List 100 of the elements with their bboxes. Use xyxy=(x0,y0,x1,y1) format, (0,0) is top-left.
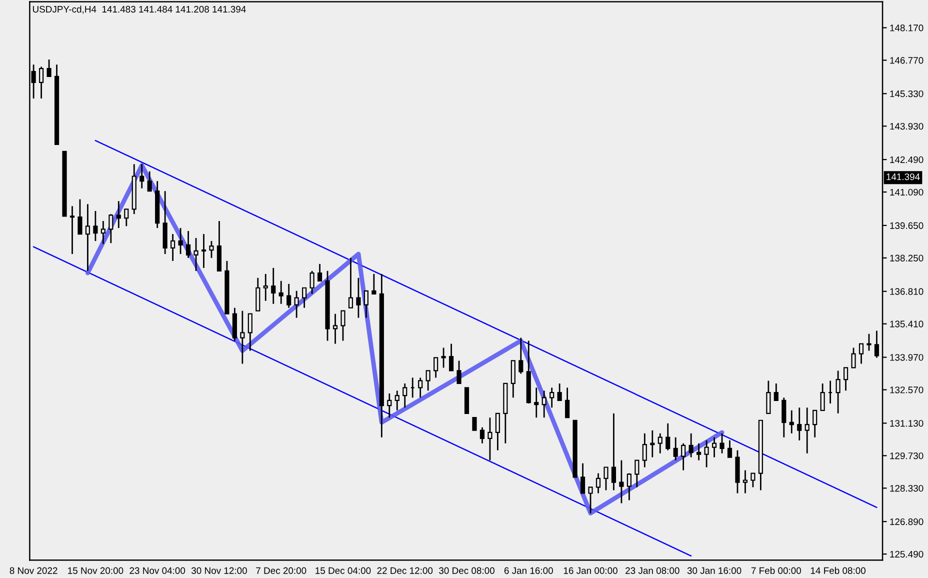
text: 141.394 xyxy=(886,173,920,180)
candlestick xyxy=(418,376,423,398)
candlestick xyxy=(286,283,292,309)
candlestick xyxy=(394,390,400,412)
candlestick xyxy=(271,267,276,305)
y-tick-label: 142.490 xyxy=(890,156,924,164)
candlestick xyxy=(170,233,176,262)
candlestick xyxy=(742,470,748,494)
candlestick xyxy=(550,386,554,408)
candlestick xyxy=(472,417,477,431)
candlestick xyxy=(78,198,82,235)
y-tick-label: 131.130 xyxy=(890,420,924,427)
candlestick xyxy=(634,460,640,488)
y-tick-label: 136.810 xyxy=(890,288,924,295)
candlestick xyxy=(93,210,98,242)
candlestick xyxy=(750,472,756,488)
y-tick-label: 129.730 xyxy=(890,452,924,460)
candlestick xyxy=(178,227,183,255)
y-tick-label: 135.410 xyxy=(890,320,924,328)
candlestick xyxy=(843,367,848,392)
candlestick xyxy=(782,396,786,438)
y-tick-label: 126.890 xyxy=(890,518,924,526)
x-tick-label: 22 Dec 12:00 xyxy=(377,567,433,574)
candlestick xyxy=(317,263,322,282)
candlestick xyxy=(495,412,500,452)
x-tick-label: 15 Nov 20:00 xyxy=(68,567,124,574)
candlestick xyxy=(866,333,872,352)
candlestick xyxy=(774,382,778,402)
candlestick xyxy=(720,432,724,454)
candlestick xyxy=(46,58,52,78)
y-tick-label: 143.930 xyxy=(890,122,924,130)
candlestick xyxy=(797,406,802,442)
candlestick xyxy=(604,466,608,491)
candlestick xyxy=(510,360,516,398)
candlestick xyxy=(874,330,880,358)
candlestick xyxy=(147,170,152,192)
x-tick-label: 14 Feb 08:00 xyxy=(810,567,866,574)
candlestick xyxy=(804,406,810,454)
x-tick-label: 7 Feb 00:00 xyxy=(751,567,802,574)
candlestick xyxy=(642,432,647,468)
candlestick xyxy=(186,230,191,259)
candlestick xyxy=(534,386,539,418)
candlestick xyxy=(426,370,430,392)
y-tick-label: 138.250 xyxy=(890,254,924,262)
candlestick xyxy=(294,290,299,318)
candlestick xyxy=(611,412,616,491)
candlestick xyxy=(658,432,662,454)
candlestick xyxy=(278,280,284,305)
candlestick xyxy=(310,270,314,295)
candlestick xyxy=(712,436,717,458)
candlestick xyxy=(588,486,593,514)
candlestick xyxy=(434,357,438,378)
candlestick xyxy=(302,287,307,309)
x-tick-label: 23 Nov 04:00 xyxy=(130,567,186,574)
candlestick xyxy=(364,290,368,318)
candlestick xyxy=(70,205,75,255)
candlestick xyxy=(356,277,361,318)
y-tick-label: 125.490 xyxy=(890,550,924,558)
x-tick-label: 16 Jan 00:00 xyxy=(564,567,618,574)
candlestick xyxy=(263,273,268,302)
candlestick xyxy=(140,163,144,190)
candlestick xyxy=(789,410,794,434)
candlestick xyxy=(456,360,462,384)
candlestick xyxy=(696,442,702,461)
candlestick xyxy=(727,440,732,458)
candlestick xyxy=(565,386,570,418)
y-tick-label: 128.330 xyxy=(890,484,924,492)
candlestick xyxy=(681,442,686,471)
candlestick xyxy=(596,472,601,494)
candlestick xyxy=(116,200,121,229)
candlestick xyxy=(650,430,655,458)
y-tick-label: 139.650 xyxy=(890,222,924,229)
candlestick xyxy=(240,310,245,364)
candlestick xyxy=(851,347,856,368)
y-tick-label: 148.170 xyxy=(890,24,924,32)
y-tick-label: 146.770 xyxy=(890,57,924,64)
candlestick xyxy=(387,392,392,418)
candlestick xyxy=(704,440,709,468)
candlestick xyxy=(232,307,237,342)
candlestick xyxy=(100,220,106,245)
candlestick xyxy=(480,426,485,444)
candlestick xyxy=(673,436,678,461)
candlestick xyxy=(194,237,198,272)
x-tick-label: 30 Nov 12:00 xyxy=(191,567,247,574)
candlestick xyxy=(542,390,546,418)
candlestick xyxy=(580,462,586,494)
candlestick xyxy=(402,382,408,408)
candlestick xyxy=(348,257,354,309)
candlestick xyxy=(626,472,632,501)
y-tick-label: 132.570 xyxy=(890,386,924,394)
candlestick xyxy=(441,347,446,368)
candlestick xyxy=(619,460,624,504)
candlestick xyxy=(518,337,524,374)
candlestick xyxy=(39,66,44,100)
candlestick xyxy=(209,240,214,259)
candlestick xyxy=(557,382,562,402)
x-tick-label: 6 Jan 16:00 xyxy=(504,567,553,574)
candlestick xyxy=(488,416,492,461)
candlestick xyxy=(340,310,346,342)
candlestick xyxy=(858,343,864,364)
